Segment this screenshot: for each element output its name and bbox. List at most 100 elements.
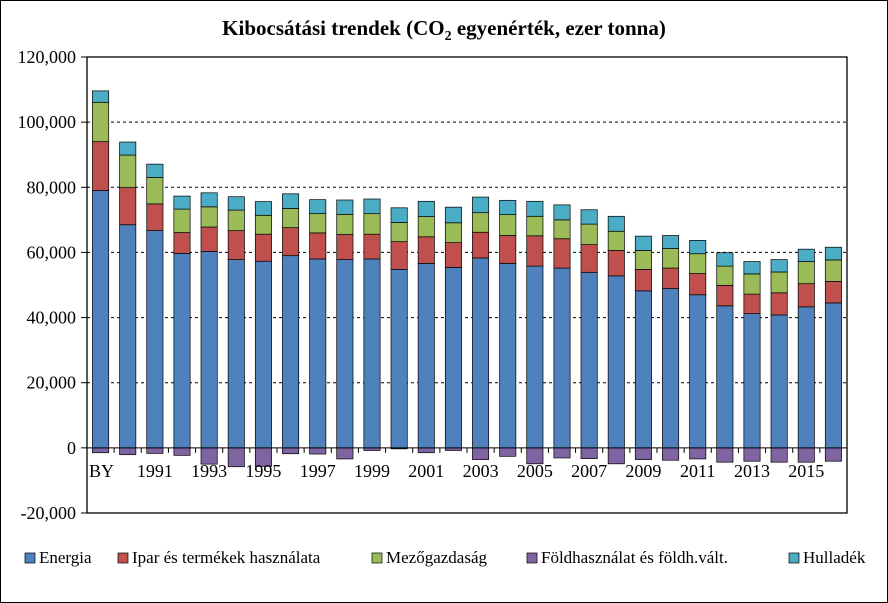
- bar-segment: [173, 195, 191, 210]
- bar-segment: [417, 200, 435, 217]
- bar-segment: [227, 230, 245, 260]
- bar-segment: [444, 222, 462, 244]
- bar-segment: [716, 284, 734, 307]
- bar-segment: [200, 226, 218, 252]
- bar-segment: [173, 447, 191, 456]
- bar-segment: [227, 196, 245, 211]
- bar-segment: [580, 244, 598, 273]
- bar-segment: [743, 273, 761, 295]
- bar-segment: [797, 261, 815, 285]
- bar-segment: [363, 258, 381, 449]
- bar-segment: [689, 273, 707, 296]
- bar-segment: [634, 250, 652, 270]
- bar-segment: [607, 250, 625, 277]
- bar-segment: [634, 269, 652, 292]
- legend-swatch: [526, 552, 538, 564]
- bar-segment: [309, 232, 327, 260]
- x-tick-label: 2011: [680, 461, 715, 481]
- bar-segment: [254, 260, 272, 449]
- bar-segment: [824, 302, 842, 449]
- bar-segment: [254, 233, 272, 262]
- bar-segment: [472, 231, 490, 259]
- bar-segment: [607, 275, 625, 449]
- bar-stacks: [92, 90, 842, 468]
- bar-segment: [580, 447, 598, 459]
- bar-segment: [553, 204, 571, 221]
- bar-segment: [417, 263, 435, 449]
- bar-segment: [444, 267, 462, 449]
- legend-label: Mezőgazdaság: [386, 548, 488, 567]
- bar-segment: [770, 447, 788, 463]
- bar-segment: [146, 177, 164, 205]
- bar-segment: [390, 222, 408, 243]
- bar-segment: [254, 201, 272, 216]
- bar-segment: [553, 267, 571, 449]
- bar-segment: [92, 190, 110, 449]
- y-tick-label: 0: [67, 438, 76, 458]
- bar-segment: [309, 213, 327, 234]
- bar-segment: [499, 214, 517, 236]
- bar-segment: [390, 269, 408, 449]
- y-tick-label: 40,000: [27, 308, 77, 328]
- bar-segment: [417, 236, 435, 264]
- y-tick-label: -20,000: [21, 503, 77, 523]
- bar-segment: [336, 447, 354, 460]
- bar-segment: [824, 281, 842, 304]
- plot-border: [86, 56, 848, 514]
- bar-segment: [92, 101, 110, 143]
- bar-segment: [797, 306, 815, 449]
- bar-segment: [824, 259, 842, 282]
- legend-label: Hulladék: [803, 548, 866, 567]
- bar-segment: [119, 154, 137, 188]
- bar-segment: [553, 447, 571, 459]
- x-tick-label: 2005: [517, 461, 553, 481]
- bar-segment: [472, 257, 490, 449]
- bar-segment: [472, 196, 490, 214]
- bar-segment: [282, 447, 300, 455]
- x-tick-label: 2003: [463, 461, 499, 481]
- bar-segment: [797, 248, 815, 262]
- bar-segment: [662, 447, 680, 461]
- bar-segment: [580, 271, 598, 449]
- bar-segment: [499, 263, 517, 449]
- x-tick-label: 2013: [734, 461, 770, 481]
- bar-segment: [526, 265, 544, 449]
- bar-segment: [607, 447, 625, 465]
- x-tick-label: 1993: [191, 461, 227, 481]
- x-tick-label: 2015: [788, 461, 824, 481]
- x-tick-label: 2009: [625, 461, 661, 481]
- bar-segment: [770, 292, 788, 316]
- bar-segment: [336, 213, 354, 235]
- bar-segment: [282, 255, 300, 449]
- bar-segment: [173, 232, 191, 254]
- bar-segment: [227, 259, 245, 449]
- bar-segment: [580, 209, 598, 225]
- bar-segment: [146, 447, 164, 454]
- x-tick-label: 1999: [354, 461, 390, 481]
- bar-segment: [499, 447, 517, 457]
- legend-label: Ipar és termékek használata: [132, 548, 321, 567]
- bar-segment: [200, 192, 218, 208]
- bar-segment: [444, 206, 462, 224]
- bar-segment: [743, 261, 761, 275]
- bar-segment: [797, 283, 815, 308]
- bar-segment: [227, 447, 245, 468]
- bar-segment: [770, 259, 788, 273]
- bar-segment: [282, 208, 300, 229]
- bar-segment: [716, 265, 734, 286]
- x-tick-label: 1997: [300, 461, 336, 481]
- bar-segment: [92, 141, 110, 191]
- bar-segment: [336, 234, 354, 260]
- bar-segment: [336, 199, 354, 215]
- bar-segment: [607, 230, 625, 251]
- axes: [81, 56, 848, 514]
- bar-segment: [173, 253, 191, 449]
- bar-segment: [146, 230, 164, 449]
- bar-segment: [553, 238, 571, 269]
- bar-segment: [472, 212, 490, 233]
- bar-segment: [390, 241, 408, 270]
- chart-title: Kibocsátási trendek (CO2 egyenérték, eze…: [222, 16, 666, 45]
- bar-segment: [363, 233, 381, 260]
- y-axis-tick-labels: -20,000 0 20,000 40,000 60,000 80,000 100,000 1…: [18, 47, 77, 523]
